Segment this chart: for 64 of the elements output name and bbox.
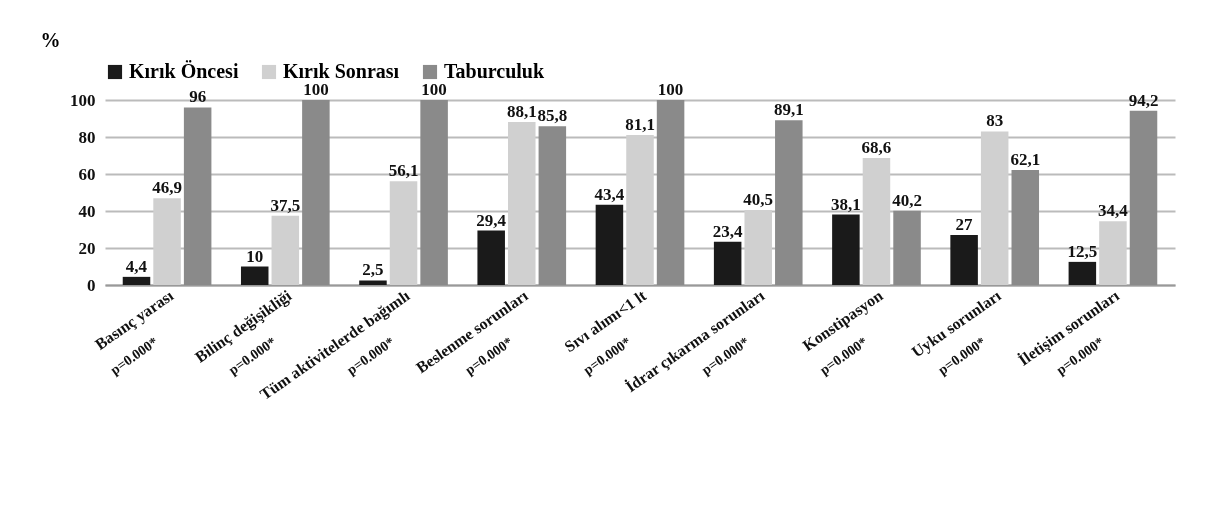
data-label: 68,6	[861, 138, 892, 158]
legend-label: Kırık Öncesi	[129, 60, 239, 82]
bar	[477, 230, 505, 285]
bar	[744, 210, 772, 285]
data-label: 40,2	[892, 190, 922, 210]
data-label: 4,4	[125, 256, 148, 276]
data-label: 38,1	[831, 194, 861, 214]
bar	[775, 120, 803, 285]
data-label: 100	[421, 80, 447, 99]
bar	[389, 181, 418, 285]
data-label: 37,5	[270, 195, 301, 215]
bar	[240, 266, 269, 285]
bar	[1129, 110, 1158, 285]
data-label: 10	[246, 246, 264, 266]
data-label: 27	[955, 215, 974, 235]
bar	[1068, 261, 1097, 285]
bar	[595, 204, 624, 285]
y-tick-label: 100	[70, 90, 96, 110]
bar	[626, 134, 654, 285]
data-label: 89,1	[773, 100, 804, 120]
data-label: 2,5	[362, 260, 384, 280]
data-label: 23,4	[712, 221, 744, 241]
y-tick-label: 60	[78, 164, 96, 184]
data-label: 85,8	[537, 106, 568, 126]
bar	[508, 122, 536, 285]
y-tick-label: 40	[78, 201, 96, 221]
data-label: 94,2	[1128, 90, 1159, 110]
data-label: 34,4	[1098, 201, 1129, 221]
bar	[862, 158, 891, 285]
bar	[359, 280, 387, 285]
bar	[153, 198, 181, 285]
bar	[183, 107, 212, 285]
data-label: 88,1	[506, 102, 537, 122]
y-tick-label: 80	[78, 127, 96, 147]
data-label: 56,1	[388, 161, 419, 181]
data-label: 81,1	[625, 114, 655, 134]
bar	[302, 100, 330, 285]
data-label: 100	[303, 80, 329, 99]
bar	[538, 126, 567, 285]
y-axis-title: %	[40, 28, 61, 51]
bar	[420, 100, 448, 285]
bar	[893, 210, 921, 285]
data-label: 29,4	[476, 210, 507, 230]
data-label: 100	[657, 80, 684, 99]
y-tick-label: 20	[78, 238, 96, 258]
data-label: 83	[986, 111, 1004, 131]
legend-label: Taburculuk	[444, 60, 545, 82]
data-label: 12,5	[1067, 241, 1098, 261]
data-label: 40,5	[743, 190, 774, 210]
data-label: 96	[189, 87, 207, 107]
bar	[122, 276, 151, 285]
legend-label: Kırık Sonrası	[283, 60, 400, 82]
y-tick-label: 0	[87, 275, 96, 295]
bar	[713, 241, 742, 285]
data-label: 62,1	[1010, 150, 1041, 170]
data-label: 46,9	[152, 178, 182, 198]
bar	[1099, 221, 1127, 285]
bar	[980, 131, 1009, 285]
bar	[1011, 170, 1040, 285]
bar	[271, 215, 300, 285]
bar	[950, 235, 978, 285]
bar	[832, 214, 860, 285]
data-label: 43,4	[594, 184, 625, 204]
bar	[656, 100, 685, 285]
